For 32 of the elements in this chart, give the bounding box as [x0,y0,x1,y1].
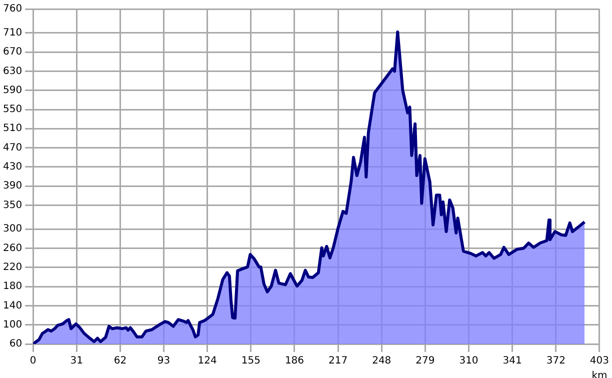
x-tick-label: 0 [30,356,36,367]
y-tick-label: 710 [2,28,22,39]
y-tick-label: 670 [2,46,22,58]
y-tick-label: 470 [2,142,22,154]
y-tick-label: 550 [2,104,22,116]
y-tick-label: 510 [2,123,22,134]
x-tick-label: 186 [284,356,304,367]
x-tick-label: 310 [459,356,478,367]
x-tick-label: 248 [372,356,392,367]
y-tick-label: 590 [2,84,22,96]
y-tick-label: 430 [2,162,22,173]
x-tick-label: 31 [70,356,84,367]
y-tick-label: 630 [2,66,22,77]
x-tick-label: 217 [328,356,348,367]
y-tick-label: 100 [2,319,22,330]
y-tick-label: 390 [2,180,22,192]
y-tick-label: 220 [2,262,22,274]
y-tick-label: 180 [2,281,22,292]
y-tick-label: 300 [2,224,22,235]
x-tick-label: 62 [114,356,127,367]
y-tick-label: 760 [2,4,22,15]
x-tick-label: 93 [157,356,170,367]
y-tick-label: 60 [9,338,22,350]
x-tick-label: 279 [416,356,435,367]
x-tick-label: 155 [241,356,260,367]
x-tick-label: 403 [590,356,610,367]
y-tick-label: 350 [2,200,22,211]
y-tick-label: 260 [2,242,22,254]
x-tick-label: 341 [502,356,522,367]
y-tick-label: 140 [2,300,22,312]
x-tick-label: 372 [546,356,566,367]
x-tick-label: 124 [198,356,217,367]
